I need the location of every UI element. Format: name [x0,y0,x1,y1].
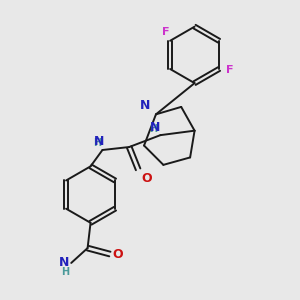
Text: O: O [141,172,152,185]
Text: O: O [112,248,123,260]
Text: N: N [58,256,69,269]
Text: F: F [162,27,169,37]
Text: H: H [61,267,69,277]
Text: N: N [149,121,160,134]
Text: H: H [93,138,101,148]
Text: N: N [140,99,151,112]
Text: N: N [94,135,104,148]
Text: F: F [226,65,233,76]
Text: H: H [149,124,157,134]
